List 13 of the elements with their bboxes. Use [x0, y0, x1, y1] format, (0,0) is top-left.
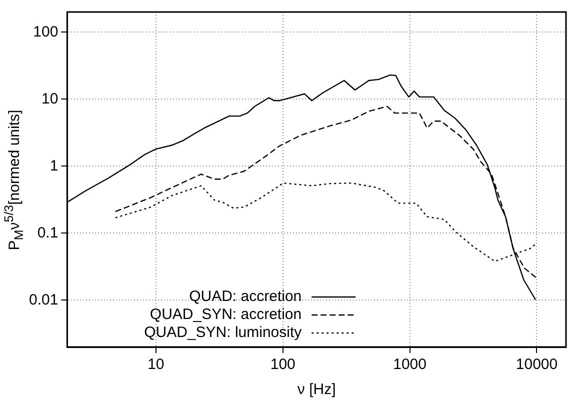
- y-tick-label: 100: [33, 23, 58, 40]
- y-tick-label: 0.01: [28, 291, 58, 308]
- legend-label: QUAD: accretion: [189, 288, 302, 306]
- x-tick-label: 100: [270, 356, 296, 374]
- x-tick-label: 1000: [393, 356, 426, 374]
- legend-label: QUAD_SYN: luminosity: [144, 324, 302, 342]
- x-tick-label: 10: [148, 356, 164, 374]
- y-tick-label: 1: [50, 157, 58, 174]
- y-tick-label: 10: [42, 90, 58, 108]
- x-axis-title: ν [Hz]: [297, 381, 336, 398]
- x-tick-label: 10000: [516, 356, 558, 374]
- y-tick-label: 0.1: [37, 224, 58, 242]
- legend-label: QUAD_SYN: accretion: [150, 306, 302, 324]
